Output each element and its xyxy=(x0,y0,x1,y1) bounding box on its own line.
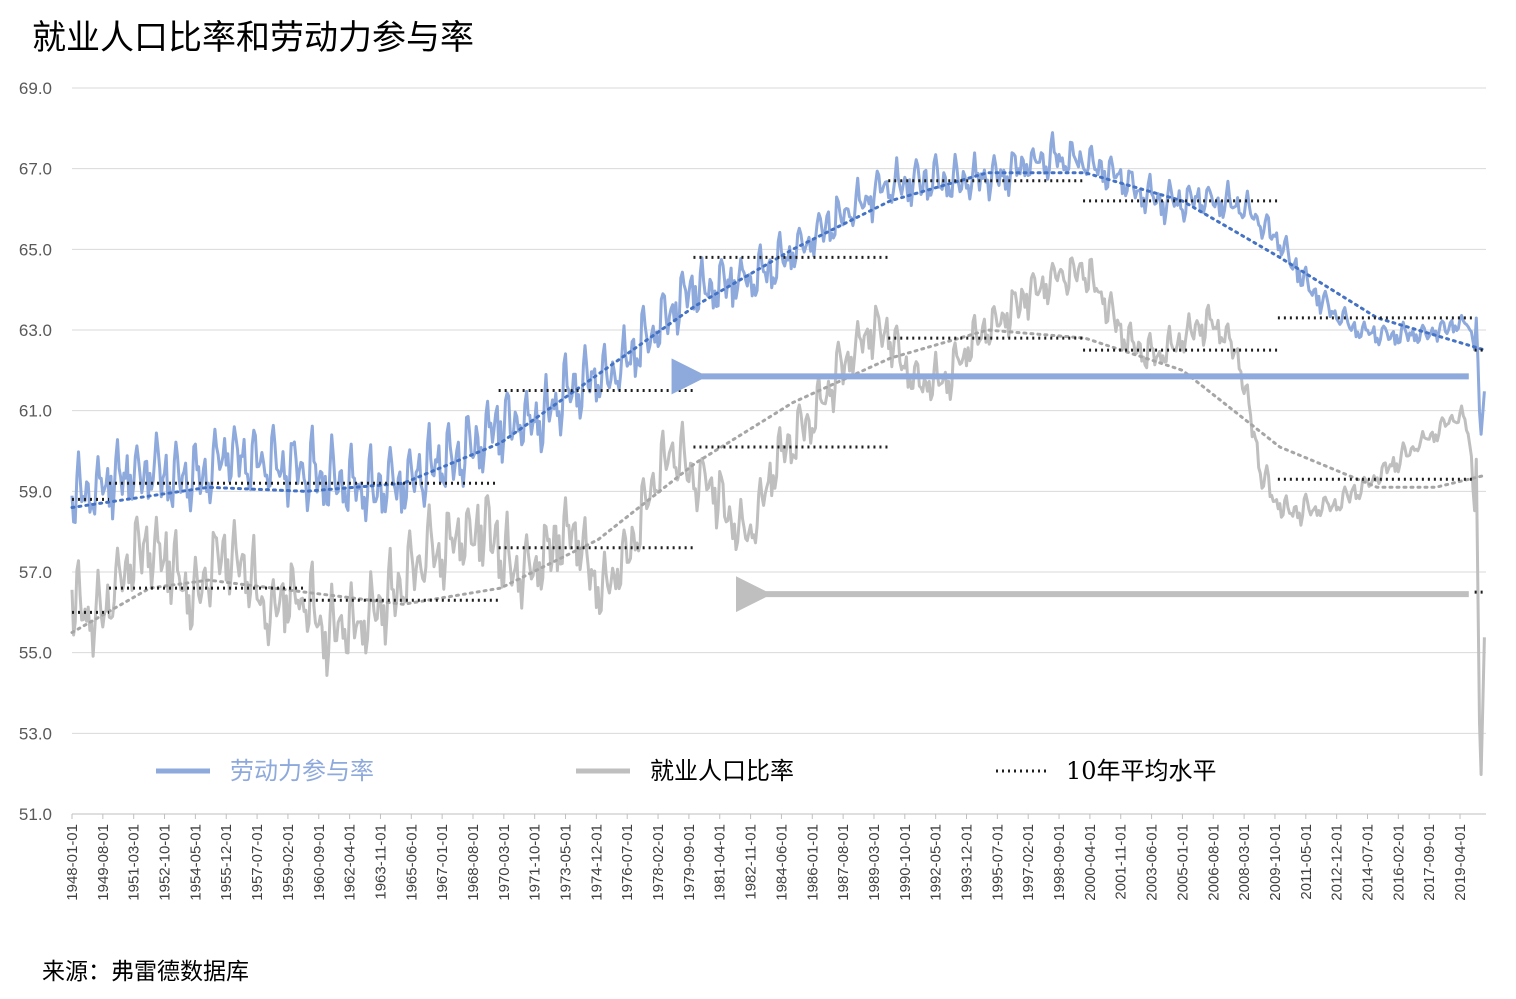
y-tick-label: 61.0 xyxy=(19,402,52,421)
x-tick-label: 1962-04-01 xyxy=(342,824,359,901)
legend-label-avg: 10年平均水平 xyxy=(1066,757,1217,785)
x-tick-label: 1997-02-01 xyxy=(1020,824,1037,901)
x-tick-label: 1992-05-01 xyxy=(928,824,945,901)
x-tick-label: 2003-06-01 xyxy=(1144,824,1161,901)
x-tick-label: 1967-01-01 xyxy=(434,824,451,901)
y-tick-label: 63.0 xyxy=(19,321,52,340)
trend-line-epop xyxy=(70,328,1487,634)
x-tick-label: 2016-02-01 xyxy=(1390,824,1407,901)
series-line-lfpr xyxy=(70,131,1486,524)
y-tick-label: 51.0 xyxy=(19,805,52,824)
y-tick-label: 53.0 xyxy=(19,724,52,743)
x-tick-label: 1974-12-01 xyxy=(588,824,605,901)
x-tick-label: 2009-10-01 xyxy=(1267,824,1284,901)
x-tick-label: 1973-05-01 xyxy=(558,824,575,901)
y-tick-label: 67.0 xyxy=(19,160,52,179)
x-tick-label: 1952-10-01 xyxy=(157,824,174,901)
x-tick-label: 2008-03-01 xyxy=(1236,824,1253,901)
legend: 劳动力参与率 就业人口比率 10年平均水平 xyxy=(156,757,1217,785)
chart-title: 就业人口比率和劳动力参与率 xyxy=(32,18,474,58)
x-tick-label: 1976-07-01 xyxy=(619,824,636,901)
x-tick-label: 1989-03-01 xyxy=(866,824,883,901)
x-tick-label: 1963-11-01 xyxy=(372,824,389,900)
x-tick-label: 2014-07-01 xyxy=(1359,824,1376,901)
y-tick-label: 57.0 xyxy=(19,563,52,582)
x-tick-label: 2000-04-01 xyxy=(1082,824,1099,901)
x-tick-label: 1981-04-01 xyxy=(712,824,729,901)
legend-label-epop: 就业人口比率 xyxy=(650,757,794,785)
x-tick-label: 1955-12-01 xyxy=(218,824,235,901)
x-tick-label: 1984-06-01 xyxy=(773,824,790,901)
x-tick-label: 2005-01-01 xyxy=(1174,824,1191,901)
x-tick-label: 1987-08-01 xyxy=(835,824,852,901)
x-tick-label: 1990-10-01 xyxy=(897,824,914,901)
series-layer xyxy=(70,131,1487,776)
x-tick-label: 1970-03-01 xyxy=(496,824,513,901)
x-tick-label: 2001-11-01 xyxy=(1113,824,1130,900)
x-tick-label: 1965-06-01 xyxy=(403,824,420,901)
x-tick-label: 1960-09-01 xyxy=(311,824,328,901)
x-tick-label: 1968-08-01 xyxy=(465,824,482,901)
x-tick-label: 2012-12-01 xyxy=(1329,824,1346,901)
gridlines xyxy=(72,87,1486,815)
x-tick-label: 2006-08-01 xyxy=(1205,824,1222,901)
annotation-layer xyxy=(671,358,1469,613)
x-tick-label: 1948-01-01 xyxy=(64,824,81,901)
y-tick-label: 65.0 xyxy=(19,240,52,259)
y-axis-ticks: 51.0 53.0 55.0 57.0 59.0 61.0 63.0 65.0 67.0 69.0 xyxy=(19,79,52,824)
x-tick-label: 1998-09-01 xyxy=(1051,824,1068,901)
x-tick-label: 1971-10-01 xyxy=(527,824,544,901)
source-note: 来源：弗雷德数据库 xyxy=(42,959,249,985)
x-tick-label: 1959-02-01 xyxy=(280,824,297,901)
x-axis-ticks: 1948-01-01 1949-08-01 1951-03-01 1952-10-01… xyxy=(64,813,1486,901)
x-tick-label: 2011-05-01 xyxy=(1298,824,1315,900)
x-tick-label: 1986-01-01 xyxy=(804,824,821,901)
y-tick-label: 59.0 xyxy=(19,482,52,501)
x-tick-label: 2017-09-01 xyxy=(1421,824,1438,901)
x-tick-label: 1995-07-01 xyxy=(989,824,1006,901)
legend-label-lfpr: 劳动力参与率 xyxy=(230,757,374,785)
y-tick-label: 69.0 xyxy=(19,79,52,98)
y-tick-label: 55.0 xyxy=(19,644,52,663)
x-tick-label: 1951-03-01 xyxy=(126,824,143,901)
x-tick-label: 1954-05-01 xyxy=(187,824,204,901)
series-line-epop xyxy=(70,256,1486,776)
x-tick-label: 1978-02-01 xyxy=(650,824,667,901)
trend-line-lfpr xyxy=(70,171,1487,509)
x-tick-label: 1982-11-01 xyxy=(743,824,760,900)
x-tick-label: 1979-09-01 xyxy=(681,824,698,901)
x-tick-label: 2019-04-01 xyxy=(1452,824,1469,901)
x-tick-label: 1993-12-01 xyxy=(959,824,976,901)
x-tick-label: 1949-08-01 xyxy=(95,824,112,901)
x-tick-label: 1957-07-01 xyxy=(249,824,266,901)
